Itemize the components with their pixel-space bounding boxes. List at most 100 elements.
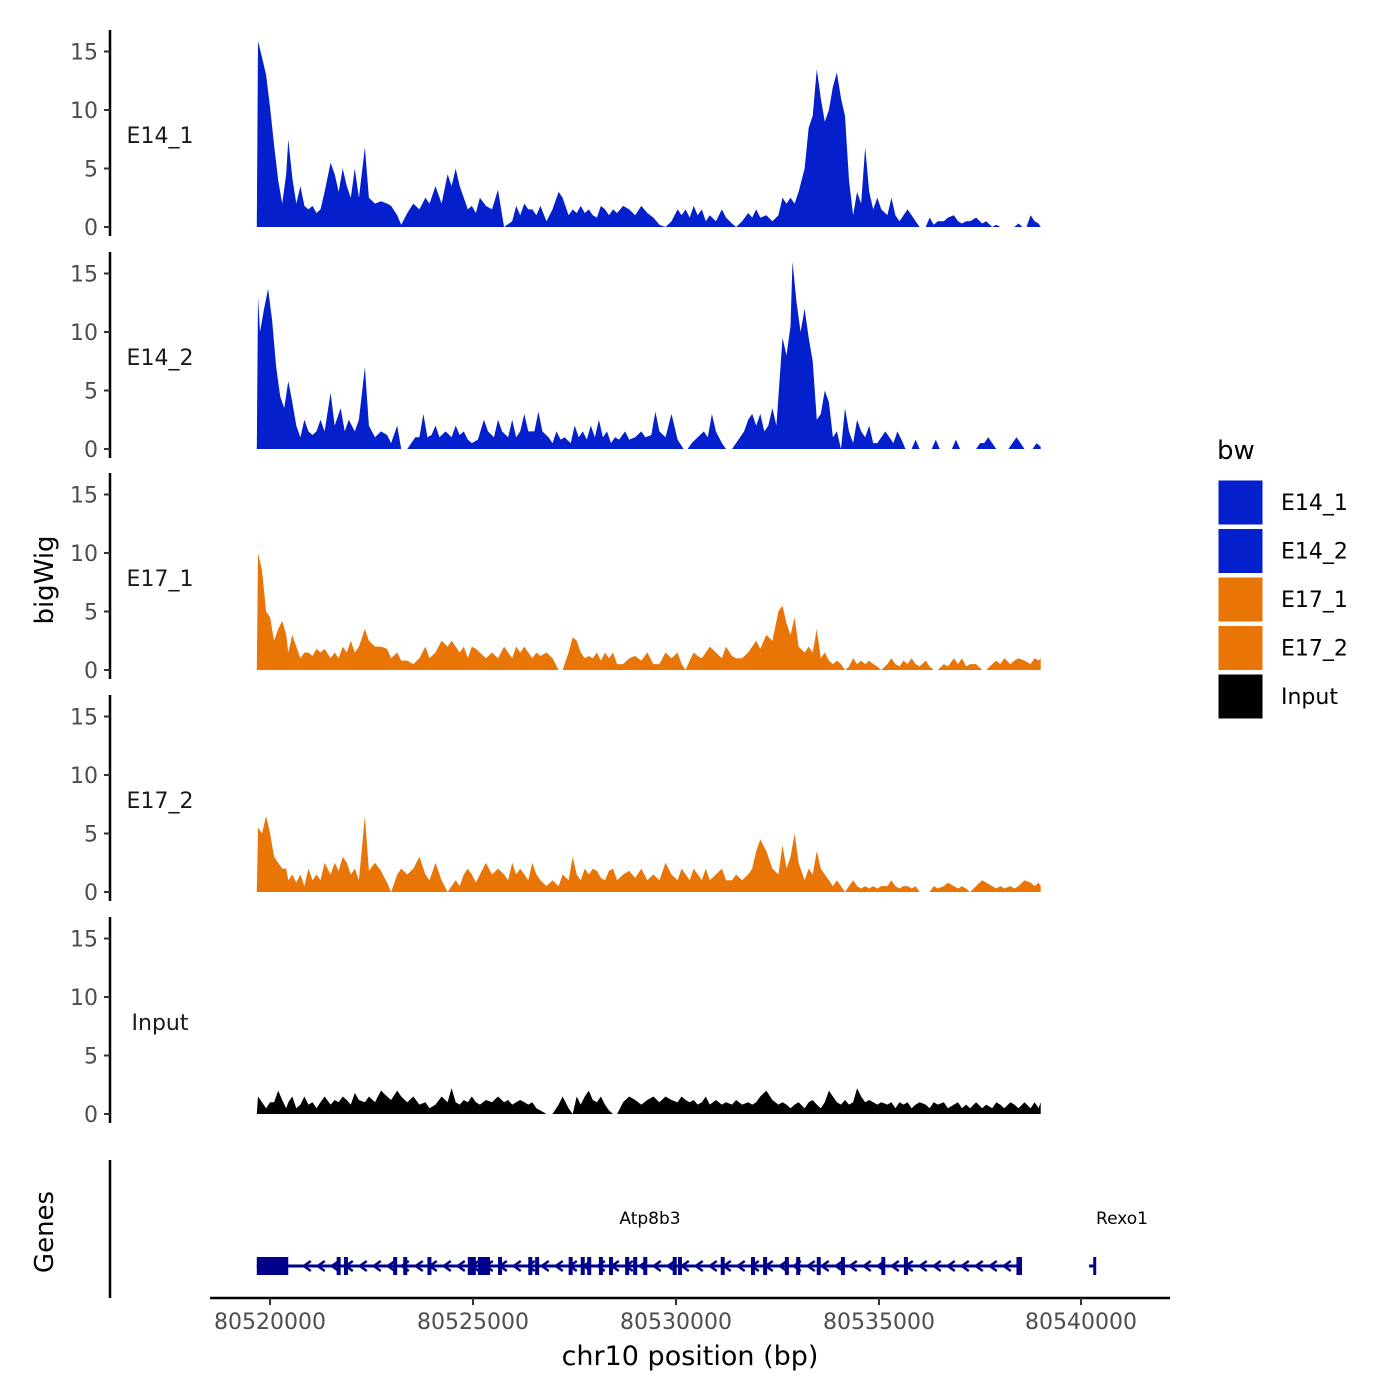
y-tick-label-E17_2: 0: [84, 881, 98, 906]
exon-Atp8b3: [643, 1257, 648, 1275]
track-label-E17_1: E17_1: [127, 567, 194, 592]
strand-arrow-Atp8b3: [301, 1259, 312, 1273]
y-tick-label-E14_2: 5: [84, 380, 98, 405]
y-tick-label-E14_1: 15: [70, 41, 98, 66]
strand-arrow-Atp8b3: [329, 1259, 340, 1273]
exon-Atp8b3: [840, 1257, 845, 1275]
legend-swatch-Input: [1217, 673, 1264, 720]
strand-arrow-Atp8b3: [889, 1259, 900, 1273]
strand-arrow-Atp8b3: [511, 1259, 522, 1273]
exon-Atp8b3: [796, 1257, 801, 1275]
exon-Atp8b3: [672, 1257, 677, 1275]
legend-title: bw: [1217, 436, 1255, 466]
y-tick-label-E17_2: 5: [84, 823, 98, 848]
strand-arrow-Atp8b3: [917, 1259, 928, 1273]
area-E14_1: [256, 41, 1041, 227]
exon-Atp8b3: [568, 1257, 573, 1275]
area-E17_1: [256, 553, 1041, 670]
x-axis-title: chr10 position (bp): [562, 1341, 819, 1372]
exon-Atp8b3: [763, 1257, 768, 1275]
exon-Atp8b3: [677, 1257, 682, 1275]
exon-Atp8b3: [498, 1257, 503, 1275]
strand-arrow-Atp8b3: [987, 1259, 998, 1273]
legend-swatch-E14_1: [1217, 479, 1264, 526]
strand-arrow-Atp8b3: [413, 1259, 424, 1273]
exon-Atp8b3: [633, 1257, 638, 1275]
strand-arrow-Atp8b3: [665, 1259, 676, 1273]
x-tick-label: 80520000: [214, 1310, 326, 1335]
exon-Atp8b3: [784, 1257, 789, 1275]
y-tick-label-E14_2: 0: [84, 438, 98, 463]
x-tick-label: 80530000: [620, 1310, 732, 1335]
exon-Atp8b3: [816, 1257, 821, 1275]
y-tick-label-E17_1: 0: [84, 659, 98, 684]
track-label-E14_1: E14_1: [127, 124, 194, 149]
y-tick-label-E17_2: 10: [70, 764, 98, 789]
strand-arrow-Atp8b3: [441, 1259, 452, 1273]
exon-Atp8b3: [903, 1257, 908, 1275]
y-axes: 0 5 10 15 0 5 10 15 0 5 10 15 0 5 10 15 0 5 10 15: [70, 30, 112, 1128]
strand-arrow-Atp8b3: [959, 1259, 970, 1273]
area-E17_2: [256, 816, 1041, 892]
y-tick-label-Input: 5: [84, 1045, 98, 1070]
exon-Atp8b3: [535, 1257, 540, 1275]
strand-arrow-Atp8b3: [357, 1259, 368, 1273]
strand-arrow-Atp8b3: [707, 1259, 718, 1273]
legend-label-E17_1: E17_1: [1281, 588, 1348, 613]
legend: bw E14_1 E14_2 E17_1 E17_2 Input: [1217, 436, 1348, 720]
y-tick-label-E17_1: 5: [84, 601, 98, 626]
exon-Atp8b3: [587, 1257, 592, 1275]
area-Input: [256, 1088, 1041, 1114]
y-tick-label-E14_2: 10: [70, 321, 98, 346]
strand-arrow-Atp8b3: [539, 1259, 550, 1273]
track-label-E14_2: E14_2: [127, 346, 194, 371]
y-tick-label-E14_1: 10: [70, 99, 98, 124]
y-tick-label-Input: 15: [70, 928, 98, 953]
legend-entries: E14_1 E14_2 E17_1 E17_2 Input: [1217, 479, 1348, 720]
strand-arrow-Atp8b3: [973, 1259, 984, 1273]
x-axis: 80520000 80525000 80530000 80535000 80540000: [210, 1296, 1170, 1335]
exon-Atp8b3: [477, 1257, 490, 1275]
y-tick-label-E14_1: 0: [84, 216, 98, 241]
strand-arrow-Atp8b3: [1001, 1259, 1012, 1273]
strand-arrow-Atp8b3: [777, 1259, 788, 1273]
y-axis-title: bigWig: [30, 535, 60, 624]
x-tick-label: 80540000: [1025, 1310, 1137, 1335]
gene-label-Atp8b3: Atp8b3: [619, 1209, 680, 1229]
exon-Atp8b3: [427, 1257, 432, 1275]
exon-Atp8b3: [580, 1257, 585, 1275]
track-label-Input: Input: [132, 1011, 189, 1036]
exon-Atp8b3: [625, 1257, 630, 1275]
y-tick-label-E14_2: 15: [70, 263, 98, 288]
y-tick-label-E14_1: 5: [84, 158, 98, 183]
genes-track-title: Genes: [30, 1191, 60, 1273]
strand-arrow-Atp8b3: [931, 1259, 942, 1273]
y-tick-label-E17_2: 15: [70, 706, 98, 731]
strand-arrow-Atp8b3: [819, 1259, 830, 1273]
legend-label-E14_1: E14_1: [1281, 491, 1348, 516]
exon-Atp8b3: [750, 1257, 755, 1275]
y-tick-label-Input: 0: [84, 1103, 98, 1128]
strand-arrow-Atp8b3: [385, 1259, 396, 1273]
strand-arrow-Atp8b3: [315, 1259, 326, 1273]
legend-label-Input: Input: [1281, 685, 1338, 710]
legend-label-E17_2: E17_2: [1281, 637, 1348, 662]
strand-arrow-Atp8b3: [651, 1259, 662, 1273]
exon-Atp8b3: [720, 1257, 725, 1275]
strand-arrow-Atp8b3: [525, 1259, 536, 1273]
exon-Atp8b3: [608, 1257, 613, 1275]
y-tick-label-E17_1: 10: [70, 542, 98, 567]
exon-Atp8b3: [336, 1257, 341, 1275]
exon-Atp8b3: [403, 1257, 408, 1275]
exon-Atp8b3: [528, 1257, 533, 1275]
strand-arrow-Atp8b3: [847, 1259, 858, 1273]
legend-swatch-E17_2: [1217, 625, 1264, 671]
strand-arrow-Atp8b3: [371, 1259, 382, 1273]
strand-arrow-Atp8b3: [735, 1259, 746, 1273]
strand-arrow-Atp8b3: [945, 1259, 956, 1273]
track-label-E17_2: E17_2: [127, 789, 194, 814]
strand-arrow-Atp8b3: [553, 1259, 564, 1273]
exon-Atp8b3: [343, 1257, 348, 1275]
strand-arrow-Atp8b3: [861, 1259, 872, 1273]
